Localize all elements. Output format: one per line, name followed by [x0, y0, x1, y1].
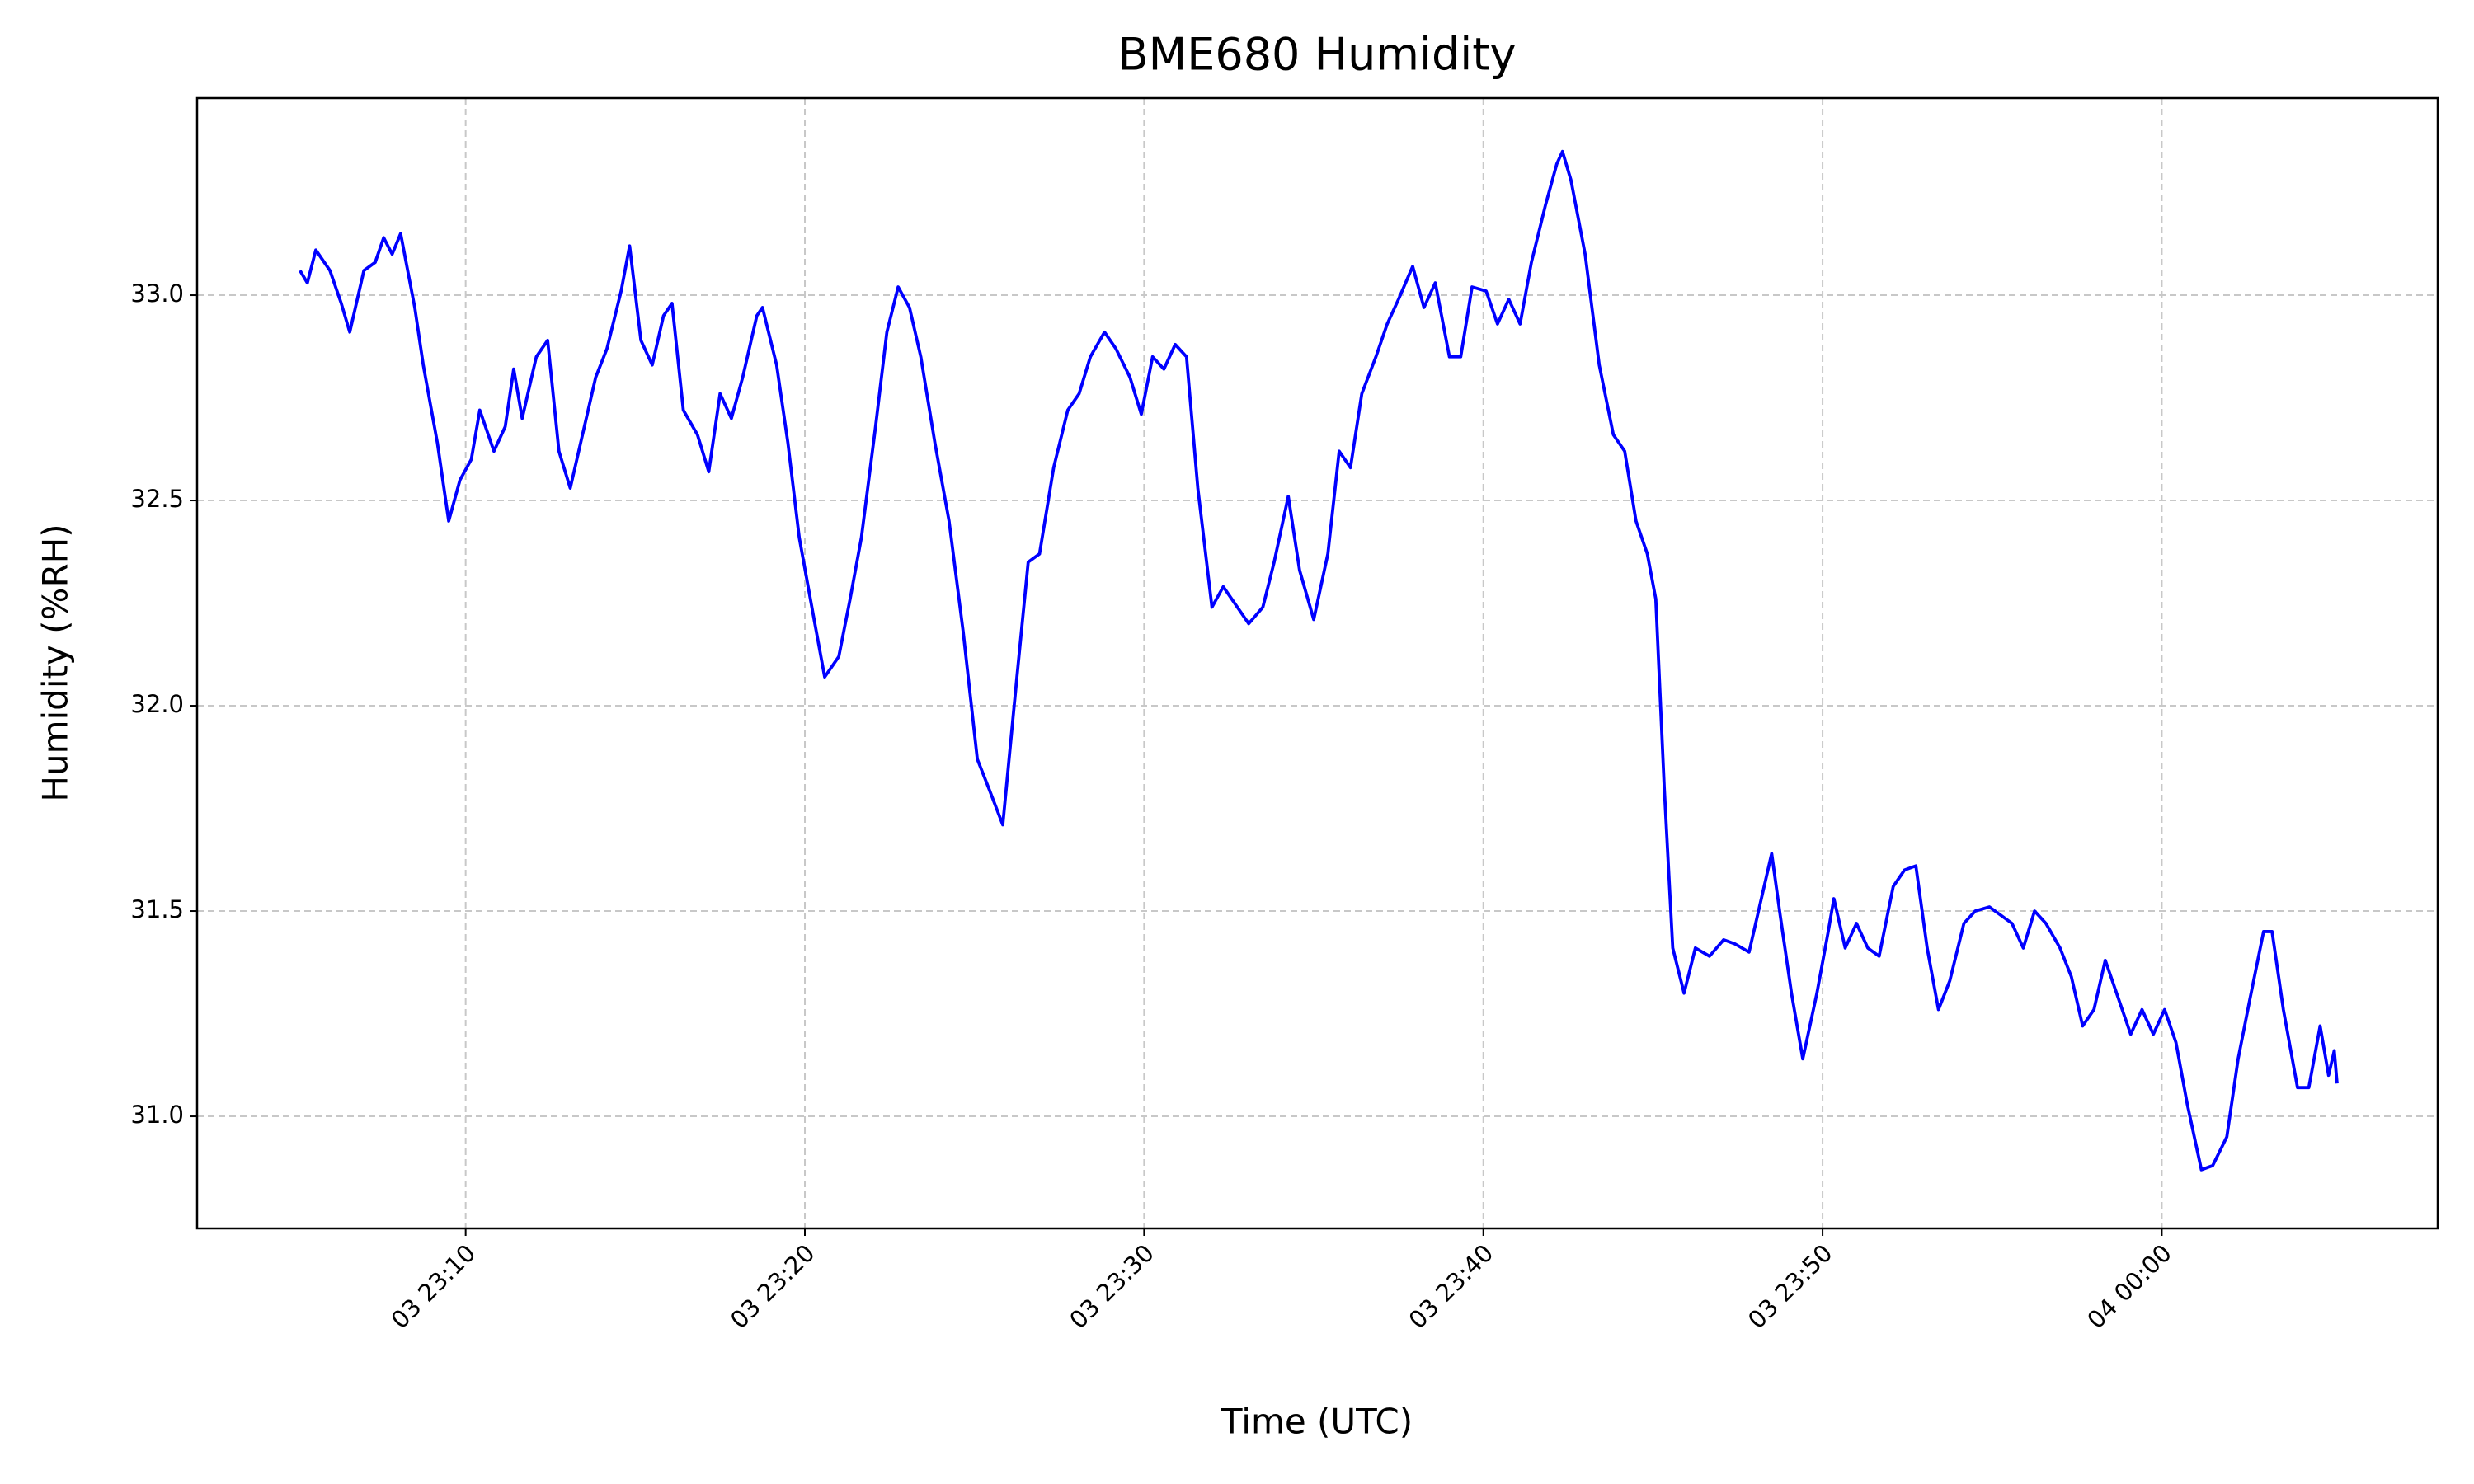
- y-tick-label: 33.0: [130, 279, 184, 308]
- y-tick-label: 31.0: [130, 1101, 184, 1129]
- data-line: [299, 149, 2339, 1172]
- chart-title: BME680 Humidity: [1118, 29, 1517, 81]
- x-axis-label: Time (UTC): [1221, 1402, 1413, 1442]
- plot-area: [299, 149, 2339, 1172]
- y-tick-label: 31.5: [130, 895, 184, 923]
- y-tick-label: 32.0: [130, 690, 184, 718]
- y-tick-label: 32.5: [130, 485, 184, 513]
- y-axis-label: Humidity (%RH): [35, 524, 76, 801]
- grid: [197, 98, 2438, 1228]
- axes-frame: [195, 96, 2439, 1230]
